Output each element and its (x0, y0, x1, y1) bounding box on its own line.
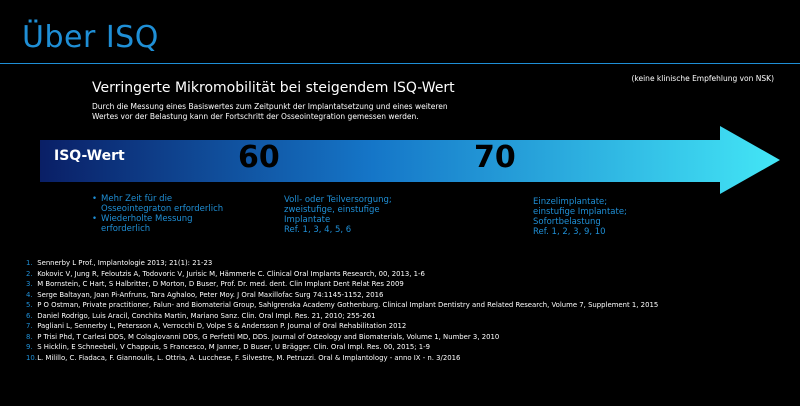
isq-value-70: 70 (474, 140, 516, 175)
reference-number: 1. (26, 259, 33, 267)
reference-text: P Trisi Phd, T Carlesi DDS, M Colagiovan… (37, 332, 500, 341)
bullet-line: erforderlich (101, 224, 151, 234)
reference-number: 2. (26, 269, 33, 278)
description-line: Wertes vor der Belastung kann der Fortsc… (92, 112, 419, 121)
low-isq-column: Mehr Zeit für die Osseointegraton erford… (92, 194, 252, 234)
reference-item: 9. S Hicklin, E Schneebeli, V Chappuis, … (26, 342, 786, 353)
reference-text: Pagliani L, Sennerby L, Petersson A, Ver… (37, 322, 407, 330)
mid-isq-column: Voll- oder Teilversorgung; zweistufige, … (284, 195, 434, 235)
reference-text: L. Milillo, C. Fiadaca, F. Giannoulis, L… (37, 353, 461, 362)
reference-number: 10. (26, 353, 37, 362)
column-line: Einzelimplantate; (533, 197, 608, 207)
reference-text: P O Ostman, Private practitioner, Falun-… (37, 301, 659, 309)
arrow-shape (40, 126, 780, 194)
reference-item: 10. L. Milillo, C. Fiadaca, F. Giannouli… (26, 353, 786, 364)
reference-item: 3. M Bornstein, C Hart, S Halbritter, D … (26, 279, 786, 290)
title-divider (0, 63, 800, 64)
description: Durch die Messung eines Basiswertes zum … (92, 102, 492, 122)
bullet-item: Wiederholte Messung erforderlich (92, 214, 252, 234)
reference-text: Kokovic V, Jung R, Feloutzis A, Todovori… (37, 269, 425, 278)
reference-number: 7. (26, 322, 33, 330)
bullet-item: Mehr Zeit für die Osseointegraton erford… (92, 194, 252, 214)
reference-list: 1. Sennerby L Prof., Implantologie 2013;… (26, 258, 786, 363)
reference-item: 4. Serge Baltayan, Joan Pi-Anfruns, Tara… (26, 290, 786, 301)
bullet-line: Mehr Zeit für die (101, 194, 173, 204)
column-line: Voll- oder Teilversorgung; (284, 195, 392, 205)
bullet-line: Osseointegraton erforderlich (101, 204, 224, 214)
reference-item: 8. P Trisi Phd, T Carlesi DDS, M Colagio… (26, 332, 786, 343)
reference-number: 6. (26, 311, 33, 320)
reference-item: 2. Kokovic V, Jung R, Feloutzis A, Todov… (26, 269, 786, 280)
description-line: Durch die Messung eines Basiswertes zum … (92, 102, 448, 111)
reference-text: Daniel Rodrigo, Luis Aracil, Conchita Ma… (37, 311, 376, 320)
isq-arrow (40, 126, 780, 194)
column-line: Implantate (284, 215, 331, 225)
reference-number: 4. (26, 290, 33, 299)
isq-value-60: 60 (238, 140, 280, 175)
reference-number: 9. (26, 343, 33, 351)
reference-number: 5. (26, 301, 33, 309)
reference-text: Serge Baltayan, Joan Pi-Anfruns, Tara Ag… (37, 290, 384, 299)
page-title: Über ISQ (22, 20, 159, 55)
reference-item: 1. Sennerby L Prof., Implantologie 2013;… (26, 258, 786, 269)
isq-label: ISQ-Wert (54, 148, 125, 164)
reference-number: 8. (26, 332, 33, 341)
reference-text: Sennerby L Prof., Implantologie 2013; 21… (37, 259, 213, 267)
reference-number: 3. (26, 280, 33, 288)
subtitle: Verringerte Mikromobilität bei steigende… (92, 80, 455, 96)
reference-item: 6. Daniel Rodrigo, Luis Aracil, Conchita… (26, 311, 786, 322)
column-line: Sofortbelastung (533, 217, 601, 227)
column-line: einstufige Implantate; (533, 207, 627, 217)
disclaimer-note: (keine klinische Empfehlung von NSK) (631, 74, 774, 83)
reference-item: 5. P O Ostman, Private practitioner, Fal… (26, 300, 786, 311)
reference-item: 7. Pagliani L, Sennerby L, Petersson A, … (26, 321, 786, 332)
column-line: zweistufige, einstufige (284, 205, 380, 215)
reference-text: S Hicklin, E Schneebeli, V Chappuis, S F… (37, 343, 431, 351)
column-ref: Ref. 1, 3, 4, 5, 6 (284, 225, 352, 235)
high-isq-column: Einzelimplantate; einstufige Implantate;… (533, 197, 683, 237)
column-ref: Ref. 1, 2, 3, 9, 10 (533, 227, 606, 237)
reference-text: M Bornstein, C Hart, S Halbritter, D Mor… (37, 280, 404, 288)
bullet-line: Wiederholte Messung (101, 214, 193, 224)
